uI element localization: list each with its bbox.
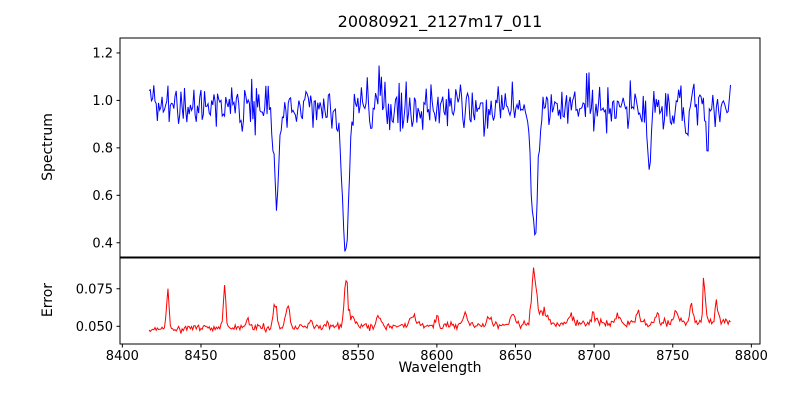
x-tick-label: 8650 [499,349,532,364]
error-line [148,267,731,334]
spectrum-y-tick-label: 1.0 [92,94,113,109]
x-tick-label: 8500 [263,349,296,364]
error-y-axis-label: Error [40,282,56,318]
chart-title: 20080921_2127m17_011 [337,12,543,31]
x-tick-label: 8450 [184,349,217,364]
error-y-tick-label: 0.075 [76,282,113,297]
spectrum-y-tick-label: 0.8 [92,141,113,156]
error-axes-box [119,257,761,345]
spectrum-y-axis-label: Spectrum [40,113,56,181]
x-tick-label: 8800 [735,349,768,364]
spectrum-y-tick-label: 0.6 [92,189,113,204]
x-tick-label: 8600 [420,349,453,364]
spectrum-line [148,65,732,252]
error-y-tick-label: 0.050 [76,320,113,335]
spectrum-axes-box [119,37,761,258]
x-axis-label: Wavelength [398,360,482,376]
x-tick-label: 8700 [578,349,611,364]
x-tick-label: 8550 [342,349,375,364]
spectrum-y-tick-label: 0.4 [92,236,113,251]
x-tick-label: 8400 [106,349,139,364]
x-tick-label: 8750 [656,349,689,364]
spectrum-y-tick-label: 1.2 [92,46,113,61]
